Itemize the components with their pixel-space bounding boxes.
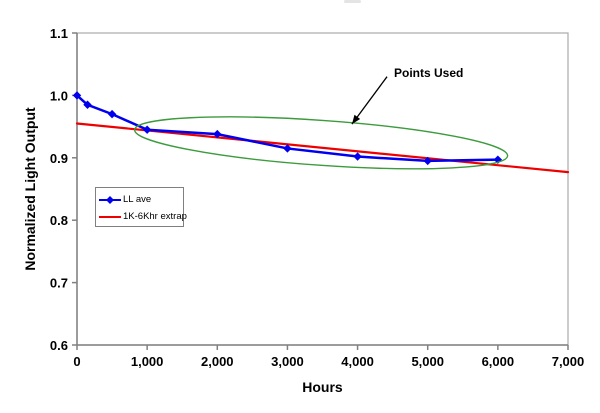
- legend-item-ll-ave: LL ave: [99, 191, 183, 208]
- legend-label-extrap: 1K-6Khr extrap: [123, 211, 187, 222]
- x-tick-label: 4,000: [341, 354, 374, 369]
- legend: LL ave 1K-6Khr extrap: [95, 187, 187, 227]
- y-axis-title: Normalized Light Output: [22, 107, 38, 271]
- y-tick-label: 1.1: [50, 26, 68, 41]
- annotation-arrowhead-icon: [351, 114, 361, 125]
- x-tick-label: 0: [73, 354, 80, 369]
- data-point-marker: [353, 152, 362, 161]
- data-point-marker: [283, 144, 292, 153]
- y-tick-label: 0.9: [50, 151, 68, 166]
- legend-swatch-line-diamond-icon: [99, 195, 121, 204]
- x-tick-label: 2,000: [201, 354, 234, 369]
- data-point-marker: [423, 156, 432, 166]
- x-tick-label: 1,000: [131, 354, 164, 369]
- x-tick-label: 6,000: [482, 354, 515, 369]
- data-point-marker: [213, 129, 222, 139]
- annotation-arrow-line: [351, 76, 388, 125]
- legend-label-ll-ave: LL ave: [123, 194, 152, 205]
- legend-swatch-line-icon: [99, 215, 121, 218]
- y-tick-label: 0.7: [50, 276, 68, 291]
- points-used-annotation: Points Used: [394, 66, 464, 80]
- data-point-marker: [142, 125, 152, 134]
- legend-item-extrap: 1K-6Khr extrap: [99, 208, 187, 225]
- y-tick-label: 0.6: [50, 338, 68, 353]
- data-point-marker: [107, 109, 117, 119]
- x-tick-label: 7,000: [552, 354, 585, 369]
- x-tick-label: 3,000: [271, 354, 304, 369]
- y-tick-label: 1.0: [50, 88, 68, 103]
- data-point-marker: [83, 100, 92, 109]
- data-point-marker: [72, 91, 82, 100]
- y-tick-label: 0.8: [50, 213, 68, 228]
- x-tick-label: 5,000: [411, 354, 444, 369]
- points-used-ellipse: [133, 116, 509, 170]
- x-axis-title: Hours: [302, 379, 343, 395]
- cropped-title-artifact: [344, 0, 361, 3]
